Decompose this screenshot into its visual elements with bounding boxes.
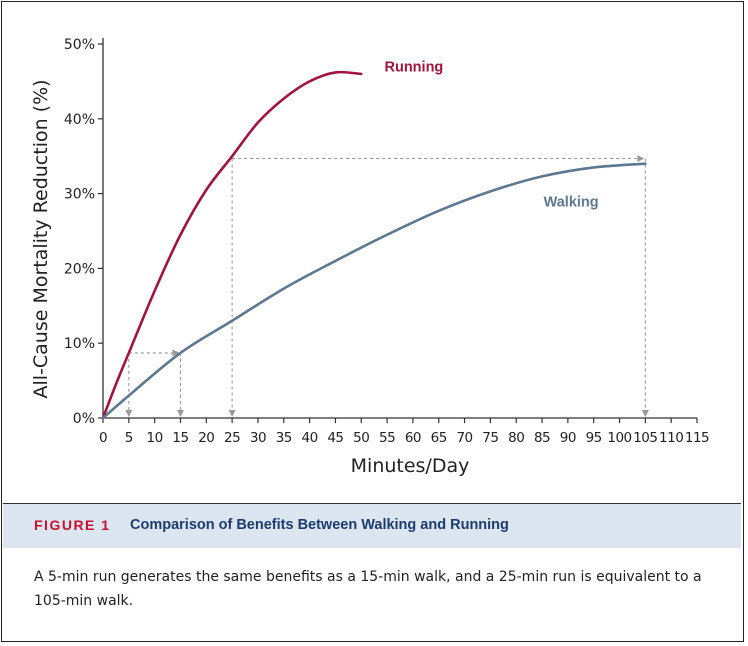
x-tick-label: 80 [508,430,524,446]
x-tick-label: 50 [353,430,369,446]
x-tick-label: 40 [302,430,318,446]
caption-bar: FIGURE 1 Comparison of Benefits Between … [3,503,741,548]
figure-description: A 5-min run generates the same benefits … [34,569,702,609]
figure-label: FIGURE 1 [34,517,111,533]
y-tick-label: 10% [64,336,95,352]
x-tick-label: 60 [405,430,421,446]
y-axis-title: All-Cause Mortality Reduction (%) [30,79,52,398]
x-tick-label: 95 [586,430,602,446]
x-tick-label: 105 [633,430,657,446]
y-tick-label: 50% [64,37,95,53]
x-tick-label: 25 [224,430,240,446]
x-tick-label: 15 [172,430,188,446]
series-label-walking: Walking [544,194,599,210]
x-tick-label: 100 [607,430,631,446]
x-tick-label: 35 [276,430,292,446]
series-label-running: Running [385,60,444,76]
y-tick-label: 20% [64,261,95,277]
x-tick-label: 115 [685,430,709,446]
x-tick-label: 0 [99,430,107,446]
y-tick-label: 40% [64,112,95,128]
x-tick-label: 75 [482,430,498,446]
x-tick-label: 85 [534,430,550,446]
x-tick-label: 20 [198,430,214,446]
x-tick-label: 5 [125,430,133,446]
series-line-walking [101,162,647,420]
x-tick-label: 45 [327,430,343,446]
series-line-running [101,70,363,420]
line-chart: 0% 10% 20% 30% 40% 50% 0 5 10 15 20 25 30 35 40 45 50 55 6… [30,37,710,477]
x-tick-label: 110 [659,430,683,446]
y-tick-label: 30% [64,187,95,203]
x-tick-label: 90 [560,430,576,446]
x-tick-label: 65 [431,430,447,446]
x-tick-label: 30 [250,430,266,446]
y-tick-label: 0% [73,411,95,427]
x-axis-title: Minutes/Day [351,455,470,477]
x-tick-label: 55 [379,430,395,446]
figure-title: Comparison of Benefits Between Walking a… [130,517,509,533]
x-tick-label: 70 [456,430,472,446]
x-tick-label: 10 [147,430,163,446]
